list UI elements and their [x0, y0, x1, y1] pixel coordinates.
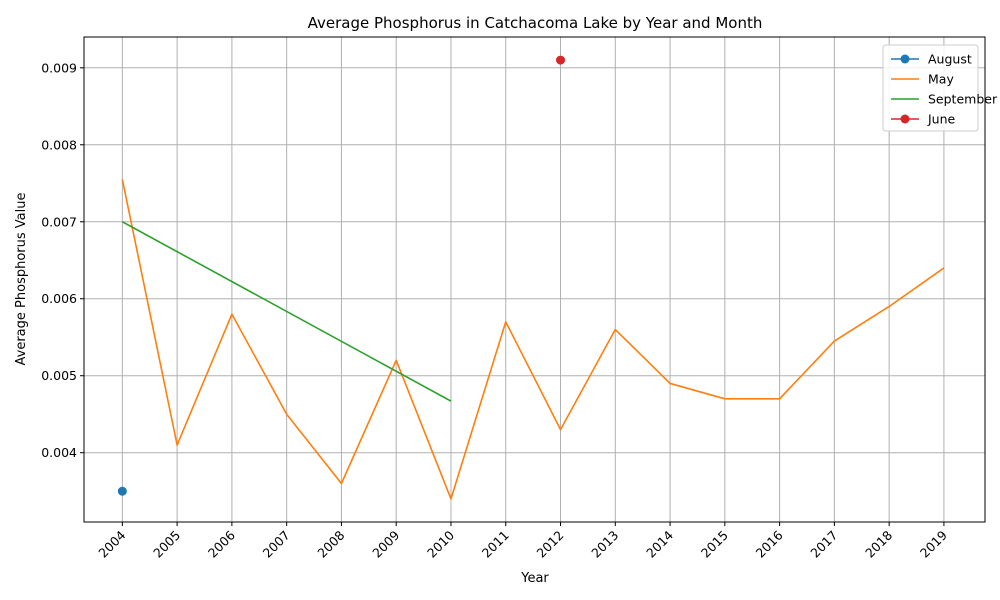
legend-label: May	[928, 72, 954, 87]
data-point-june	[556, 55, 566, 65]
legend-item-august: August	[891, 52, 972, 67]
y-tick-label: 0.009	[41, 60, 77, 75]
legend-item-may: May	[891, 72, 954, 87]
y-tick-label: 0.006	[41, 291, 77, 306]
series-line-may	[121, 179, 945, 500]
legend-label: September	[928, 92, 998, 107]
x-axis-label: Year	[520, 571, 549, 586]
series-may	[121, 179, 945, 500]
series-september	[121, 221, 452, 402]
y-axis: 0.004 0.005 0.006 0.007 0.008 0.009	[41, 60, 84, 460]
y-axis-label: Average Phosphorus Value	[14, 193, 29, 366]
y-tick-label: 0.008	[41, 137, 77, 152]
legend-box	[882, 44, 979, 132]
series-august	[117, 486, 127, 496]
legend-item-september: September	[891, 92, 998, 107]
legend-label: June	[927, 112, 956, 127]
legend-marker	[900, 114, 910, 124]
y-tick-label: 0.007	[41, 214, 77, 229]
legend-marker	[900, 54, 910, 64]
series-layer	[117, 55, 945, 500]
grid	[84, 37, 985, 522]
y-tick-label: 0.004	[41, 445, 77, 460]
series-june	[556, 55, 566, 65]
legend-item-june: June	[891, 112, 956, 127]
legend: August May September June	[882, 44, 998, 132]
series-line-september	[121, 221, 452, 402]
chart-title: Average Phosphorus in Catchacoma Lake by…	[308, 14, 763, 32]
data-point-august	[117, 486, 127, 496]
y-tick-label: 0.005	[41, 368, 77, 383]
legend-label: August	[928, 52, 972, 67]
plot-frame	[83, 36, 986, 523]
